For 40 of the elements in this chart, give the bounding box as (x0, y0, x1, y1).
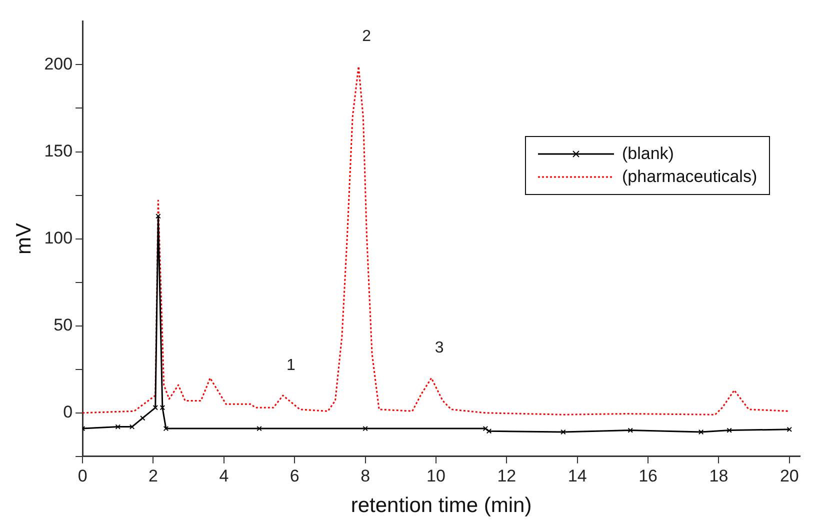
legend-label: (blank) (622, 144, 674, 164)
y-tick-label: 100 (44, 228, 73, 248)
x-tick-label: 14 (568, 466, 587, 486)
point (115, 424, 121, 430)
x-tick-label: 2 (148, 466, 158, 486)
point (152, 405, 158, 410)
x-tick-label: 10 (426, 466, 446, 486)
annotation: 1 (286, 356, 296, 374)
point (140, 415, 146, 421)
point (786, 426, 792, 432)
x-axis-title: retention time (min) (350, 494, 532, 518)
annotation: 3 (434, 339, 444, 356)
x-tick-label: 16 (638, 466, 658, 486)
y-tick-label: 0 (63, 402, 73, 422)
y-tick-label: 200 (44, 54, 73, 74)
x-tick-label: 20 (780, 466, 799, 486)
x-tick-label: 18 (709, 466, 728, 486)
y-axis-title: mV (12, 223, 36, 255)
point (256, 426, 262, 432)
point (362, 426, 368, 432)
y-tick-label: 150 (44, 141, 73, 160)
point (698, 429, 704, 435)
point (482, 426, 488, 432)
point (486, 428, 492, 434)
x-tick-label: 6 (290, 466, 300, 486)
x-tick-label: 0 (78, 466, 88, 486)
point (156, 214, 161, 219)
point (560, 429, 566, 435)
point (163, 426, 169, 432)
line-series (82, 66, 790, 416)
point (160, 405, 166, 410)
point (129, 424, 135, 430)
y-tick-label: 50 (54, 316, 73, 335)
point (628, 428, 633, 433)
point (726, 428, 732, 433)
legend-label: (pharmaceuticals) (622, 167, 758, 188)
x-tick-label: 12 (497, 466, 516, 486)
x-tick-label: 8 (360, 466, 370, 486)
x-tick-label: 4 (219, 466, 229, 486)
annotation: 2 (362, 28, 372, 45)
